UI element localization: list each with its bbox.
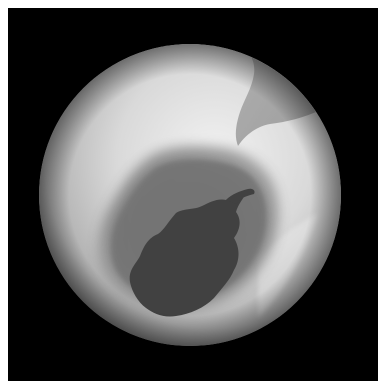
globe-rim-shading (39, 44, 341, 346)
globe-image (39, 44, 341, 346)
space-background (8, 8, 378, 381)
